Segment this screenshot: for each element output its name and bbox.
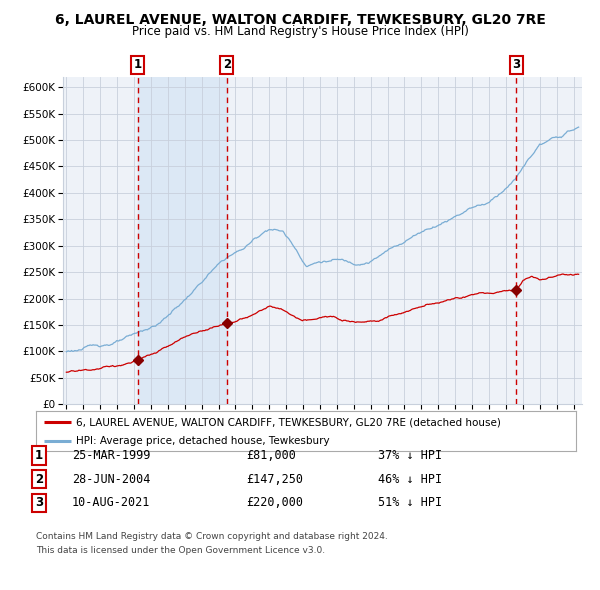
Text: 6, LAUREL AVENUE, WALTON CARDIFF, TEWKESBURY, GL20 7RE: 6, LAUREL AVENUE, WALTON CARDIFF, TEWKES… [55, 13, 545, 27]
Text: 46% ↓ HPI: 46% ↓ HPI [378, 473, 442, 486]
Text: 3: 3 [512, 58, 520, 71]
Text: £81,000: £81,000 [246, 449, 296, 462]
Text: £147,250: £147,250 [246, 473, 303, 486]
Text: This data is licensed under the Open Government Licence v3.0.: This data is licensed under the Open Gov… [36, 546, 325, 555]
Text: 1: 1 [134, 58, 142, 71]
Text: 28-JUN-2004: 28-JUN-2004 [72, 473, 151, 486]
Text: 3: 3 [35, 496, 43, 509]
Text: Price paid vs. HM Land Registry's House Price Index (HPI): Price paid vs. HM Land Registry's House … [131, 25, 469, 38]
Text: 25-MAR-1999: 25-MAR-1999 [72, 449, 151, 462]
Text: Contains HM Land Registry data © Crown copyright and database right 2024.: Contains HM Land Registry data © Crown c… [36, 532, 388, 541]
Text: 10-AUG-2021: 10-AUG-2021 [72, 496, 151, 509]
Text: 2: 2 [223, 58, 231, 71]
Text: 2: 2 [35, 473, 43, 486]
Text: 6, LAUREL AVENUE, WALTON CARDIFF, TEWKESBURY, GL20 7RE (detached house): 6, LAUREL AVENUE, WALTON CARDIFF, TEWKES… [77, 418, 502, 428]
Text: 37% ↓ HPI: 37% ↓ HPI [378, 449, 442, 462]
Text: 51% ↓ HPI: 51% ↓ HPI [378, 496, 442, 509]
Bar [138, 77, 227, 404]
Text: 1: 1 [35, 449, 43, 462]
Text: HPI: Average price, detached house, Tewkesbury: HPI: Average price, detached house, Tewk… [77, 437, 330, 446]
Text: £220,000: £220,000 [246, 496, 303, 509]
